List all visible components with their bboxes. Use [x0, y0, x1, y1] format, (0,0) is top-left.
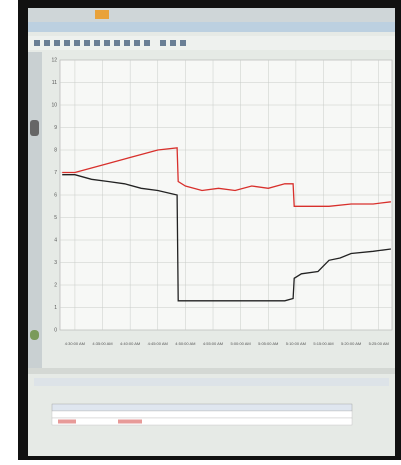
y-tick-label: 9: [54, 125, 57, 131]
x-tick-label: 4:50:00 AM: [175, 341, 195, 346]
y-tick-label: 12: [51, 57, 57, 63]
y-tick-label: 1: [54, 305, 57, 311]
y-tick-label: 6: [54, 192, 57, 198]
side-icon: [30, 330, 39, 340]
side-icon: [30, 120, 39, 136]
y-tick-label: 8: [54, 147, 57, 153]
row-color: [58, 420, 76, 424]
x-tick-label: 5:10:00 AM: [286, 341, 306, 346]
toolbar-icons: [34, 40, 186, 46]
side-panel: [28, 52, 42, 372]
x-tick-label: 5:20:00 AM: [341, 341, 361, 346]
title-bar: [28, 8, 395, 22]
screen-photo: 01234567891011124:30:00 AM4:35:00 AM4:40…: [0, 0, 401, 460]
x-tick-label: 4:35:00 AM: [92, 341, 112, 346]
y-tick-label: 2: [54, 282, 57, 288]
table-row[interactable]: [52, 418, 352, 425]
panel-header: [34, 378, 389, 386]
y-tick-label: 3: [54, 260, 57, 266]
tab-bar: [28, 22, 395, 32]
x-tick-label: 5:15:00 AM: [313, 341, 333, 346]
table-header: [52, 404, 352, 411]
x-tick-label: 4:55:00 AM: [203, 341, 223, 346]
x-tick-label: 5:25:00 AM: [369, 341, 389, 346]
x-tick-label: 5:00:00 AM: [231, 341, 251, 346]
x-tick-label: 4:40:00 AM: [120, 341, 140, 346]
row-color: [118, 420, 142, 424]
y-tick-label: 11: [52, 80, 57, 86]
table-row[interactable]: [52, 411, 352, 418]
app-icon: [95, 10, 109, 19]
toolbar[interactable]: [28, 36, 395, 50]
x-tick-label: 4:30:00 AM: [65, 341, 85, 346]
y-tick-label: 4: [54, 237, 57, 243]
y-tick-label: 0: [54, 327, 57, 333]
x-tick-label: 5:05:00 AM: [258, 341, 278, 346]
y-tick-label: 7: [54, 170, 57, 176]
y-tick-label: 5: [54, 215, 57, 221]
splitter: [28, 368, 395, 374]
y-tick-label: 10: [51, 102, 57, 108]
x-tick-label: 4:45:00 AM: [148, 341, 168, 346]
